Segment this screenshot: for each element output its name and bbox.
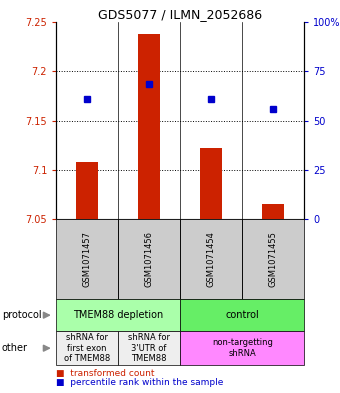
Bar — [180, 219, 242, 299]
Bar — [138, 34, 160, 219]
Title: GDS5077 / ILMN_2052686: GDS5077 / ILMN_2052686 — [98, 8, 262, 21]
Text: GSM1071455: GSM1071455 — [269, 231, 278, 287]
Bar — [118, 331, 180, 365]
Bar — [262, 204, 284, 219]
Bar — [118, 219, 180, 299]
Text: GSM1071456: GSM1071456 — [145, 231, 154, 287]
Text: GSM1071454: GSM1071454 — [207, 231, 216, 287]
Text: protocol: protocol — [2, 310, 41, 320]
Bar — [56, 331, 118, 365]
Text: other: other — [2, 343, 28, 353]
Bar — [56, 299, 180, 331]
Bar — [76, 162, 98, 219]
Bar — [180, 331, 304, 365]
Text: ■  transformed count: ■ transformed count — [56, 369, 155, 378]
Text: ■  percentile rank within the sample: ■ percentile rank within the sample — [56, 378, 223, 387]
Text: TMEM88 depletion: TMEM88 depletion — [73, 310, 163, 320]
Bar — [242, 219, 304, 299]
Bar — [200, 148, 222, 219]
Text: control: control — [225, 310, 259, 320]
Text: GSM1071457: GSM1071457 — [83, 231, 91, 287]
Bar — [56, 219, 118, 299]
Bar — [180, 299, 304, 331]
Text: shRNA for
first exon
of TMEM88: shRNA for first exon of TMEM88 — [64, 333, 110, 363]
Text: shRNA for
3'UTR of
TMEM88: shRNA for 3'UTR of TMEM88 — [128, 333, 170, 363]
Text: non-targetting
shRNA: non-targetting shRNA — [212, 338, 273, 358]
